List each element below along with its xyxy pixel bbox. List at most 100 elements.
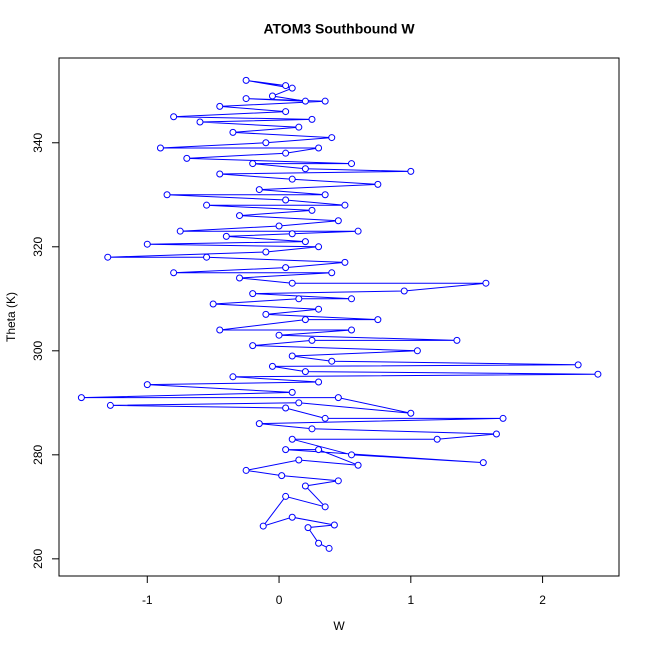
data-point <box>229 128 237 136</box>
data-point <box>315 539 323 547</box>
x-tick-label: 0 <box>276 593 283 607</box>
data-point <box>433 435 441 443</box>
data-point <box>282 149 290 157</box>
data-point <box>176 227 184 235</box>
data-point <box>229 373 237 381</box>
data-point <box>196 118 204 126</box>
data-point <box>288 435 296 443</box>
data-point <box>321 414 329 422</box>
data-point <box>106 401 114 409</box>
y-axis-label: Theta (K) <box>4 292 18 342</box>
x-axis-label: W <box>333 619 345 633</box>
data-point <box>249 160 257 168</box>
data-point <box>262 248 270 256</box>
data-point <box>236 212 244 220</box>
data-point <box>282 82 290 90</box>
y-tick-label: 320 <box>31 236 45 256</box>
data-point <box>330 521 338 529</box>
data-point <box>295 456 303 464</box>
data-point <box>275 331 283 339</box>
data-point <box>315 144 323 152</box>
data-point <box>295 295 303 303</box>
data-point <box>282 446 290 454</box>
data-point <box>268 362 276 370</box>
data-point <box>341 258 349 266</box>
data-point <box>304 524 312 532</box>
data-point <box>334 394 342 402</box>
data-point <box>301 165 309 173</box>
y-tick-label: 340 <box>31 132 45 152</box>
data-point <box>255 186 263 194</box>
data-point <box>104 253 112 261</box>
data-point <box>308 425 316 433</box>
data-point <box>262 310 270 318</box>
data-point <box>295 123 303 131</box>
data-point <box>341 201 349 209</box>
data-point <box>321 503 329 511</box>
data-point <box>255 420 263 428</box>
data-point <box>288 175 296 183</box>
data-point <box>216 326 224 334</box>
data-point <box>407 409 415 417</box>
data-point <box>216 102 224 110</box>
data-point <box>249 342 257 350</box>
data-point <box>209 300 217 308</box>
data-point <box>242 95 250 103</box>
data-point <box>482 279 490 287</box>
data-point <box>282 404 290 412</box>
data-point <box>334 477 342 485</box>
data-point <box>242 76 250 84</box>
data-point <box>325 544 333 552</box>
data-point <box>453 336 461 344</box>
data-point <box>259 522 267 530</box>
data-point <box>288 388 296 396</box>
data-point <box>400 287 408 295</box>
x-tick-label: 2 <box>539 593 546 607</box>
data-point <box>315 305 323 313</box>
x-tick-label: 1 <box>407 593 414 607</box>
data-point <box>348 451 356 459</box>
data-point <box>216 170 224 178</box>
data-point <box>222 232 230 240</box>
data-point <box>282 196 290 204</box>
data-point <box>288 352 296 360</box>
data-point <box>492 430 500 438</box>
data-point <box>156 144 164 152</box>
data-point <box>301 368 309 376</box>
data-point <box>278 472 286 480</box>
data-point <box>242 466 250 474</box>
y-tick-label: 280 <box>31 444 45 464</box>
x-tick-label: -1 <box>142 593 153 607</box>
data-point <box>301 316 309 324</box>
data-point <box>301 238 309 246</box>
data-point <box>354 227 362 235</box>
data-point <box>374 316 382 324</box>
data-point <box>328 357 336 365</box>
data-point <box>574 361 582 369</box>
data-point <box>203 253 211 261</box>
data-point <box>301 482 309 490</box>
data-point <box>249 290 257 298</box>
data-point <box>321 97 329 105</box>
data-point <box>315 378 323 386</box>
data-point <box>499 414 507 422</box>
data-point <box>170 113 178 121</box>
data-point <box>275 222 283 230</box>
data-point <box>282 264 290 272</box>
data-point <box>288 279 296 287</box>
data-point <box>301 97 309 105</box>
data-point <box>308 206 316 214</box>
y-tick-label: 260 <box>31 549 45 569</box>
data-point <box>328 134 336 142</box>
data-point <box>479 459 487 467</box>
data-point <box>407 167 415 175</box>
data-point <box>288 84 296 92</box>
data-point <box>282 108 290 116</box>
data-point <box>77 394 85 402</box>
data-point <box>334 217 342 225</box>
data-point <box>236 274 244 282</box>
data-point <box>282 492 290 500</box>
plot-box <box>58 57 620 577</box>
data-point <box>163 191 171 199</box>
data-point <box>262 139 270 147</box>
